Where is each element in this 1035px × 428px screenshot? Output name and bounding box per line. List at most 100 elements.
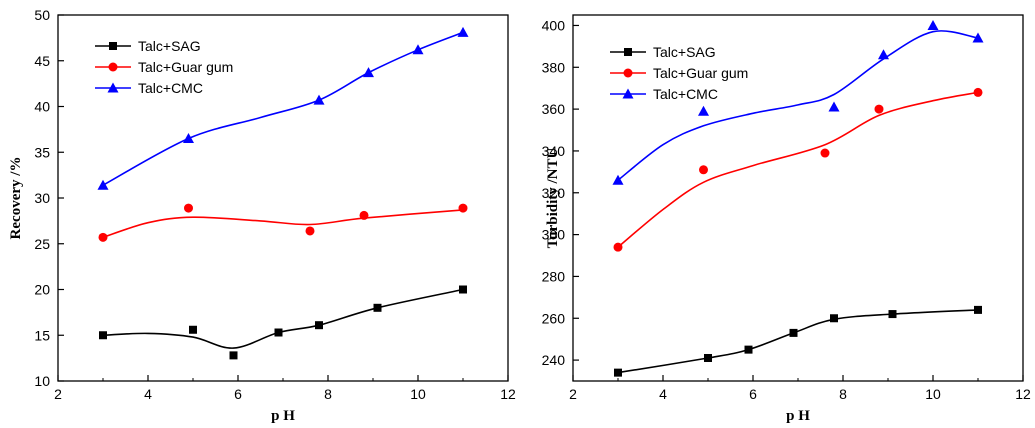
series-talc-cmc xyxy=(612,19,984,185)
y-tick-label: 320 xyxy=(542,185,566,201)
data-point xyxy=(184,203,193,213)
data-point xyxy=(888,310,897,319)
data-point xyxy=(457,26,469,37)
x-tick-label: 6 xyxy=(749,386,757,402)
data-point xyxy=(313,94,325,105)
data-point xyxy=(613,242,623,252)
y-axis-label: Turbidity /NTU xyxy=(545,147,561,248)
recovery-chart: 2 4 6 8 10 12 10 15 20 25 30 35 40 45 50 p H Recovery /%… xyxy=(8,7,516,424)
y-tick-label: 10 xyxy=(34,373,50,389)
data-point xyxy=(305,226,315,236)
legend-marker xyxy=(109,42,117,50)
data-point xyxy=(359,210,369,220)
data-point xyxy=(229,351,238,360)
plot-frame xyxy=(57,14,509,382)
data-point xyxy=(99,331,107,340)
data-point xyxy=(878,49,889,60)
x-tick-label: 12 xyxy=(1015,386,1031,402)
legend-marker xyxy=(624,48,632,56)
data-point xyxy=(315,321,323,330)
series-line xyxy=(617,30,979,181)
data-point xyxy=(974,305,982,314)
x-axis-label: p H xyxy=(786,408,810,424)
y-tick-label: 50 xyxy=(34,7,50,23)
data-point xyxy=(614,368,622,377)
x-tick-label: 10 xyxy=(410,386,426,402)
y-tick-label: 35 xyxy=(34,144,50,160)
y-tick-label: 45 xyxy=(34,53,50,69)
data-point xyxy=(274,328,283,337)
x-tick-label: 2 xyxy=(54,386,62,402)
y-tick-label: 360 xyxy=(542,101,566,117)
legend-entry: Talc+SAG xyxy=(95,38,201,54)
y-tick-label: 260 xyxy=(542,310,566,326)
x-tick-label: 12 xyxy=(500,386,516,402)
legend-label: Talc+Guar gum xyxy=(653,65,748,81)
y-tick-label: 280 xyxy=(542,268,566,284)
legend-entry: Talc+Guar gum xyxy=(95,59,233,75)
data-point xyxy=(927,19,939,30)
x-tick-label: 6 xyxy=(234,386,242,402)
series-talc-guar-gum xyxy=(98,203,468,242)
legend-label: Talc+CMC xyxy=(653,86,718,102)
legend-label: Talc+SAG xyxy=(138,38,201,54)
y-axis-label: Recovery /% xyxy=(8,157,24,240)
x-tick-label: 4 xyxy=(659,386,667,402)
data-point xyxy=(699,165,708,175)
legend-label: Talc+CMC xyxy=(138,80,203,96)
x-tick-label: 4 xyxy=(144,386,152,402)
series-line xyxy=(102,209,464,239)
y-tick-label: 300 xyxy=(542,227,566,243)
data-point xyxy=(789,328,798,337)
x-tick-label: 2 xyxy=(569,386,577,402)
x-tick-label: 8 xyxy=(839,386,847,402)
series-talc-guar-gum xyxy=(613,87,983,252)
data-point xyxy=(973,87,983,97)
y-tick-label: 40 xyxy=(34,99,50,115)
y-tick-label: 380 xyxy=(542,59,566,75)
y-tick-label: 400 xyxy=(542,17,566,33)
x-tick-label: 10 xyxy=(925,386,941,402)
data-point xyxy=(830,314,838,323)
data-point xyxy=(189,325,197,334)
data-point xyxy=(183,133,194,144)
data-point xyxy=(972,32,984,43)
turbidity-chart: 2 4 6 8 10 12 240 260 280 300 320 340 360 380 400 p H Tu… xyxy=(542,14,1031,424)
data-point xyxy=(459,285,467,294)
data-point xyxy=(698,105,709,116)
series-line xyxy=(102,31,464,186)
series-line xyxy=(617,309,979,374)
y-tick-label: 340 xyxy=(542,143,566,159)
legend-marker xyxy=(623,68,633,78)
data-point xyxy=(820,148,830,158)
data-point xyxy=(704,353,712,362)
data-point xyxy=(828,101,840,112)
series-talc-sag xyxy=(99,285,467,360)
data-point xyxy=(612,174,624,185)
legend-marker xyxy=(107,82,119,93)
series-line xyxy=(617,91,979,248)
series-line xyxy=(102,288,464,349)
legend-marker xyxy=(622,88,634,99)
data-point xyxy=(874,104,884,114)
series-talc-cmc xyxy=(97,26,469,190)
data-point xyxy=(373,303,382,312)
data-point xyxy=(97,179,109,190)
legend-entry: Talc+CMC xyxy=(95,80,203,96)
x-tick-label: 8 xyxy=(324,386,332,402)
legend-label: Talc+Guar gum xyxy=(138,59,233,75)
legend-entry: Talc+CMC xyxy=(610,86,718,102)
legend-entry: Talc+SAG xyxy=(610,44,716,60)
legend-marker xyxy=(108,62,118,72)
y-tick-label: 15 xyxy=(34,327,50,343)
y-tick-label: 20 xyxy=(34,282,50,298)
series-talc-sag xyxy=(614,305,982,377)
data-point xyxy=(98,232,108,242)
data-point xyxy=(744,345,753,354)
data-point xyxy=(363,67,374,78)
plot-frame xyxy=(572,14,1024,382)
data-point xyxy=(412,44,424,55)
y-tick-label: 25 xyxy=(34,236,50,252)
y-tick-label: 240 xyxy=(542,352,566,368)
